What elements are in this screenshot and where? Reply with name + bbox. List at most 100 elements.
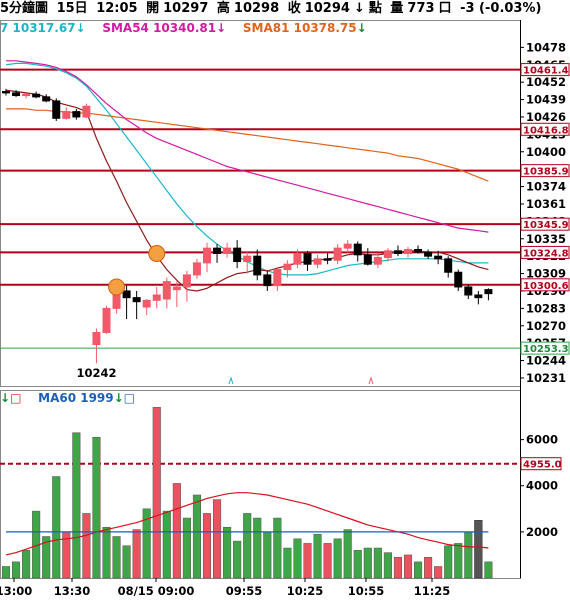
support-label-box	[520, 341, 570, 355]
volume-level-box	[520, 457, 562, 471]
candle-body	[464, 286, 473, 296]
price-panel-frame	[0, 20, 521, 387]
volume-bar	[263, 531, 272, 579]
ma-legend: 7 10317.67↓ SMA54 10340.81↓ SMA81 10378.…	[0, 21, 367, 37]
point-label: 點	[368, 1, 382, 16]
volume-bar	[464, 531, 473, 579]
time-tick-label: 11:25	[414, 584, 451, 598]
close-value: 10294	[304, 1, 350, 16]
volume-bar	[142, 508, 151, 579]
candle-body	[373, 257, 382, 265]
candle-body	[182, 274, 191, 288]
candle-body	[132, 297, 141, 303]
volume-bar	[363, 547, 372, 579]
candle-body	[434, 255, 443, 260]
volume-bar	[293, 538, 302, 579]
candle-body	[92, 331, 101, 346]
volume-legend: ↓□ MA60 1999↓□	[0, 391, 135, 407]
candle-body	[293, 252, 302, 265]
candle-body	[152, 294, 161, 301]
volume-bar	[393, 556, 402, 579]
candle-body	[72, 111, 81, 118]
candle-body	[142, 299, 151, 308]
volume-tick-label: 2000	[526, 525, 558, 539]
candle-body	[243, 255, 252, 263]
volume-level-label: 4955.0	[523, 460, 562, 471]
marker-circle	[148, 244, 166, 262]
down-arrow-icon: ↓	[353, 1, 365, 16]
volume-bar	[92, 437, 101, 579]
volume-value: 773	[407, 1, 435, 16]
candle-body	[52, 100, 61, 119]
price-tick-label: 10231	[526, 371, 566, 385]
price-tick-label: 10452	[526, 75, 566, 89]
volume-bar	[52, 476, 61, 579]
time-tick-label: 13:30	[54, 584, 91, 598]
level-label: 10345.9	[523, 220, 569, 231]
down-arrow-icon: ↓	[0, 391, 11, 405]
volume-bar	[414, 561, 423, 579]
candle-body	[203, 247, 211, 264]
level-label-box	[520, 278, 570, 292]
candle-body	[102, 307, 111, 333]
level-label: 10385.9	[523, 167, 569, 178]
candle-body	[273, 269, 282, 287]
price-tick-label: 10309	[526, 267, 566, 281]
ma-legend-short: 7 10317.67	[0, 21, 76, 35]
volume-bar	[484, 561, 493, 579]
ma60-legend: MA60 1999	[38, 391, 114, 405]
price-tick-label: 10478	[526, 40, 566, 54]
candle-body	[122, 290, 131, 299]
volume-bar	[223, 527, 232, 579]
candle-body	[414, 248, 423, 253]
candle-body	[383, 250, 392, 259]
open-value: 10297	[163, 1, 209, 16]
square-icon: □	[123, 391, 136, 405]
time-label: 12:05	[96, 1, 138, 16]
volume-bar	[202, 513, 212, 579]
volume-bar	[132, 529, 141, 579]
volume-bar	[273, 517, 282, 579]
level-label: 10300.6	[523, 281, 569, 292]
time-tick-label: 10:25	[287, 584, 324, 598]
volume-bar	[313, 533, 322, 579]
volume-bar	[383, 552, 392, 579]
time-tick-label: 10:55	[348, 584, 385, 598]
candle-body	[213, 247, 222, 254]
volume-bar	[454, 543, 463, 579]
candle-body	[253, 255, 262, 276]
volume-bar	[122, 545, 131, 579]
volume-bar	[253, 517, 262, 579]
down-arrow-icon: ↓	[356, 21, 367, 35]
volume-bar	[233, 540, 242, 579]
ma-magenta-line	[6, 60, 489, 233]
candle-body	[444, 258, 453, 273]
time-tick-label: 13:00	[0, 584, 32, 598]
candle-body	[2, 91, 10, 94]
price-tick-label: 10270	[526, 319, 566, 333]
down-arrow-icon: ↓	[113, 391, 124, 405]
volume-bar	[333, 538, 342, 579]
small-marker	[228, 376, 234, 385]
level-label-box	[520, 122, 570, 136]
price-tick-label: 10244	[526, 354, 566, 368]
candle-body	[62, 111, 71, 119]
candle-body	[172, 286, 181, 291]
candle-body	[32, 93, 41, 98]
marker-circle	[108, 278, 126, 296]
volume-bar	[283, 547, 292, 579]
volume-bar	[82, 513, 91, 579]
candle-body	[333, 247, 342, 261]
candle-body	[474, 294, 483, 299]
price-tick-label: 10439	[526, 93, 566, 107]
ma-legend-sma81: SMA81 10378.75	[242, 21, 357, 35]
volume-bar	[424, 556, 433, 579]
volume-bar	[243, 513, 252, 579]
level-label-box	[520, 245, 570, 259]
ma-legend-sma54: SMA54 10340.81	[102, 21, 217, 35]
high-label: 高	[216, 1, 230, 16]
candle-body	[192, 262, 201, 276]
small-marker	[368, 376, 374, 385]
candle-body	[233, 247, 242, 263]
